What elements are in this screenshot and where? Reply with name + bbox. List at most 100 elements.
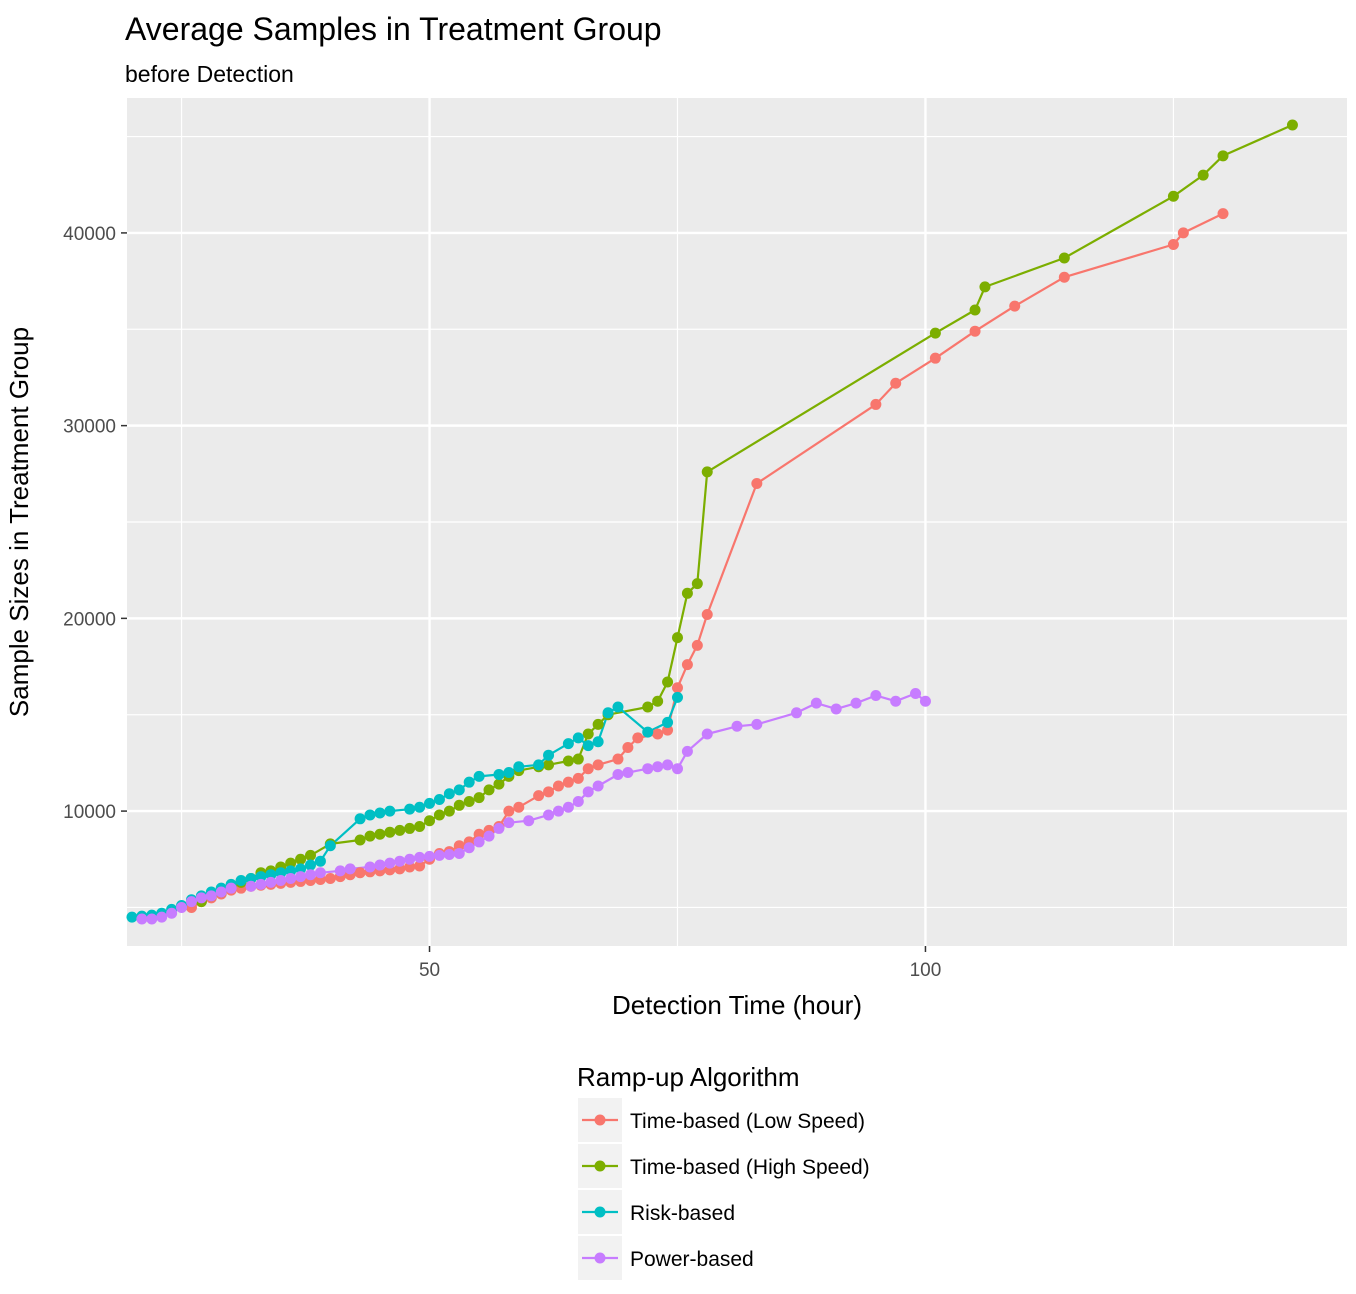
data-point-power-based xyxy=(334,865,346,877)
legend: Ramp-up Algorithm Time-based (Low Speed)… xyxy=(577,1062,870,1280)
data-point-power-based xyxy=(662,759,674,771)
data-point-risk-based xyxy=(513,761,525,773)
data-point-power-based xyxy=(404,853,416,865)
data-point-risk-based xyxy=(562,738,574,750)
data-point-risk-based xyxy=(255,871,267,883)
data-point-time-based-high-speed xyxy=(691,578,703,590)
data-point-risk-based xyxy=(473,770,485,782)
data-point-time-based-low-speed xyxy=(652,728,664,740)
data-point-power-based xyxy=(463,842,475,854)
data-point-time-based-low-speed xyxy=(890,377,902,389)
y-tick-label: 20000 xyxy=(63,609,116,630)
data-point-time-based-low-speed xyxy=(582,763,594,775)
data-point-power-based xyxy=(642,763,654,775)
data-point-power-based xyxy=(652,761,664,773)
data-point-risk-based xyxy=(275,867,287,879)
data-point-power-based xyxy=(473,836,485,848)
data-point-power-based xyxy=(543,809,555,821)
data-point-risk-based xyxy=(314,855,326,867)
x-tick-label: 100 xyxy=(910,960,942,981)
data-point-time-based-high-speed xyxy=(582,728,594,740)
data-point-time-based-high-speed xyxy=(681,587,693,599)
data-point-time-based-high-speed xyxy=(463,795,475,807)
data-point-time-based-high-speed xyxy=(483,784,495,796)
data-point-power-based xyxy=(622,767,634,779)
data-point-power-based xyxy=(374,859,386,871)
data-point-time-based-low-speed xyxy=(503,805,515,817)
data-point-time-based-low-speed xyxy=(404,861,416,873)
data-point-time-based-low-speed xyxy=(691,639,703,651)
data-point-risk-based xyxy=(235,874,247,886)
data-point-power-based xyxy=(592,780,604,792)
major-gridlines xyxy=(127,98,1347,946)
data-point-risk-based xyxy=(662,716,674,728)
data-point-power-based xyxy=(255,878,267,890)
data-point-power-based xyxy=(701,728,713,740)
legend-key-point xyxy=(594,1252,606,1264)
data-point-time-based-low-speed xyxy=(612,753,624,765)
data-point-power-based xyxy=(493,822,505,834)
data-point-power-based xyxy=(394,855,406,867)
data-point-time-based-high-speed xyxy=(295,853,307,865)
chart-title: Average Samples in Treatment Group xyxy=(125,11,662,47)
legend-items: Time-based (Low Speed) Time-based (High S… xyxy=(578,1098,870,1280)
data-point-power-based xyxy=(810,697,822,709)
data-point-power-based xyxy=(215,886,227,898)
data-point-power-based xyxy=(314,867,326,879)
data-point-time-based-low-speed xyxy=(414,860,426,872)
data-point-risk-based xyxy=(642,726,654,738)
data-point-power-based xyxy=(572,795,584,807)
data-point-risk-based xyxy=(543,749,555,761)
data-point-power-based xyxy=(245,880,257,892)
data-point-time-based-low-speed xyxy=(681,659,693,671)
data-point-time-based-high-speed xyxy=(1286,119,1298,131)
data-point-time-based-high-speed xyxy=(354,834,366,846)
legend-label: Risk-based xyxy=(630,1202,735,1225)
data-point-time-based-high-speed xyxy=(1197,169,1209,181)
data-point-risk-based xyxy=(572,732,584,744)
data-point-time-based-high-speed xyxy=(453,799,465,811)
data-point-time-based-low-speed xyxy=(543,786,555,798)
data-point-risk-based xyxy=(433,794,445,806)
series-points xyxy=(126,119,1298,925)
data-point-time-based-low-speed xyxy=(572,772,584,784)
data-point-time-based-low-speed xyxy=(394,863,406,875)
data-point-time-based-high-speed xyxy=(652,695,664,707)
x-tick-label: 50 xyxy=(419,960,440,981)
data-point-power-based xyxy=(582,786,594,798)
data-point-time-based-low-speed xyxy=(622,741,634,753)
data-point-time-based-low-speed xyxy=(562,776,574,788)
data-point-power-based xyxy=(275,874,287,886)
data-point-power-based xyxy=(870,689,882,701)
data-point-power-based xyxy=(285,873,297,885)
data-point-time-based-high-speed xyxy=(979,281,991,293)
data-point-risk-based xyxy=(582,740,594,752)
data-point-risk-based xyxy=(245,873,257,885)
data-point-time-based-low-speed xyxy=(1177,227,1189,239)
data-point-power-based xyxy=(195,892,207,904)
y-tick-label: 30000 xyxy=(63,417,116,438)
data-point-time-based-high-speed xyxy=(433,809,445,821)
data-point-power-based xyxy=(910,688,922,700)
y-axis-title: Sample Sizes in Treatment Group xyxy=(4,327,34,717)
legend-item-risk-based: Risk-based xyxy=(578,1190,735,1234)
data-point-time-based-low-speed xyxy=(354,867,366,879)
data-point-time-based-low-speed xyxy=(1167,238,1179,250)
data-point-risk-based xyxy=(443,788,455,800)
data-point-time-based-high-speed xyxy=(424,815,436,827)
data-point-power-based xyxy=(503,817,515,829)
data-point-power-based xyxy=(146,913,158,925)
data-point-power-based xyxy=(612,768,624,780)
data-point-time-based-low-speed xyxy=(632,732,644,744)
data-point-risk-based xyxy=(424,797,436,809)
data-point-risk-based xyxy=(592,736,604,748)
legend-item-power-based: Power-based xyxy=(578,1236,754,1280)
data-point-risk-based xyxy=(493,768,505,780)
legend-label: Time-based (High Speed) xyxy=(630,1156,870,1179)
data-point-power-based xyxy=(751,718,763,730)
data-point-risk-based xyxy=(295,863,307,875)
data-point-power-based xyxy=(681,745,693,757)
data-point-time-based-high-speed xyxy=(642,701,654,713)
y-axis-ticks: 10000 20000 30000 40000 xyxy=(63,224,127,823)
